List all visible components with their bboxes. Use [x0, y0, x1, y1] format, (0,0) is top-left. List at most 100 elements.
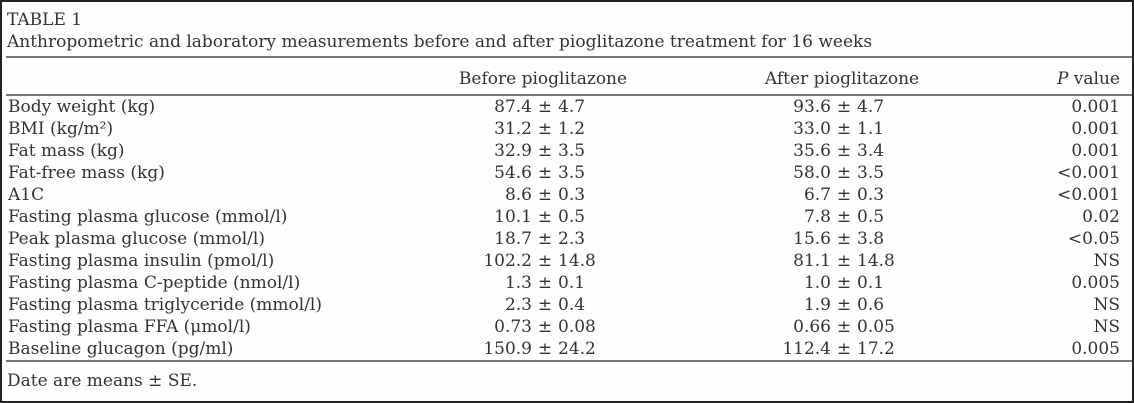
before-mean: 32.9	[494, 141, 532, 161]
row-label: Fasting plasma insulin (pmol/l)	[8, 251, 275, 271]
p-value: 0.005	[1071, 273, 1120, 293]
p-value: 0.02	[1082, 207, 1120, 227]
before-value: 1.3 ±0.1	[398, 272, 688, 294]
after-se: 0.6	[857, 295, 885, 315]
before-mean: 87.4	[494, 97, 532, 117]
row-label: Baseline glucagon (pg/ml)	[8, 339, 234, 359]
after-value: 7.8 ±0.5	[688, 206, 996, 228]
table-row: Fasting plasma triglyceride (mmol/l) 2.3…	[6, 294, 1132, 316]
plus-minus-symbol: ±	[836, 273, 852, 293]
p-value: 0.001	[1071, 119, 1120, 139]
plus-minus-symbol: ±	[836, 119, 852, 139]
before-value: 32.9 ±3.5	[398, 140, 688, 162]
row-label: Fasting plasma FFA (μmol/l)	[8, 317, 251, 337]
before-se: 1.2	[558, 119, 586, 139]
after-value: 81.1 ±14.8	[688, 250, 996, 272]
after-value: 15.6 ±3.8	[688, 228, 996, 250]
before-mean: 2.3	[504, 295, 532, 315]
plus-minus-symbol: ±	[537, 273, 553, 293]
plus-minus-symbol: ±	[836, 163, 852, 183]
after-mean: 1.0	[803, 273, 831, 293]
before-se: 3.5	[558, 141, 586, 161]
table-number: TABLE 1	[7, 10, 83, 30]
table-row: A1C 8.6 ±0.3 6.7 ±0.3 <0.001	[6, 184, 1132, 206]
table-row: BMI (kg/m²) 31.2 ±1.2 33.0 ±1.1 0.001	[6, 118, 1132, 140]
plus-minus-symbol: ±	[537, 251, 553, 271]
table-row: Baseline glucagon (pg/ml) 150.9 ±24.2 112…	[6, 338, 1132, 361]
plus-minus-symbol: ±	[537, 207, 553, 227]
p-value: <0.001	[1057, 163, 1120, 183]
plus-minus-symbol: ±	[537, 339, 553, 359]
row-label: Fat-free mass (kg)	[8, 163, 165, 183]
before-se: 0.4	[558, 295, 586, 315]
plus-minus-symbol: ±	[537, 163, 553, 183]
after-se: 3.4	[857, 141, 885, 161]
table-title: Anthropometric and laboratory measuremen…	[7, 32, 873, 52]
table-header: Before pioglitazone After pioglitazone P…	[6, 57, 1132, 96]
after-value: 58.0 ±3.5	[688, 162, 996, 184]
p-value: 0.005	[1071, 339, 1120, 359]
after-mean: 7.8	[803, 207, 831, 227]
after-value: 112.4 ±17.2	[688, 338, 996, 361]
plus-minus-symbol: ±	[836, 229, 852, 249]
before-se: 14.8	[558, 251, 596, 271]
table-row: Fasting plasma insulin (pmol/l) 102.2 ±14…	[6, 250, 1132, 272]
after-column-header: After pioglitazone	[688, 57, 996, 96]
table-row: Peak plasma glucose (mmol/l) 18.7 ±2.3 15…	[6, 228, 1132, 250]
row-label: Body weight (kg)	[8, 97, 156, 117]
before-se: 0.1	[558, 273, 586, 293]
measurements-table: Before pioglitazone After pioglitazone P…	[6, 56, 1132, 362]
p-value: 0.001	[1071, 141, 1120, 161]
before-se: 4.7	[558, 97, 586, 117]
row-label: Peak plasma glucose (mmol/l)	[8, 229, 265, 249]
plus-minus-symbol: ±	[537, 97, 553, 117]
table-row: Fasting plasma C-peptide (nmol/l) 1.3 ±0.…	[6, 272, 1132, 294]
p-value: 0.001	[1071, 97, 1120, 117]
after-mean: 1.9	[803, 295, 831, 315]
after-mean: 58.0	[793, 163, 831, 183]
plus-minus-symbol: ±	[836, 317, 852, 337]
row-label: Fat mass (kg)	[8, 141, 125, 161]
plus-minus-symbol: ±	[836, 97, 852, 117]
before-value: 10.1 ±0.5	[398, 206, 688, 228]
after-value: 1.9 ±0.6	[688, 294, 996, 316]
after-value: 6.7 ±0.3	[688, 184, 996, 206]
after-value: 0.66 ±0.05	[688, 316, 996, 338]
after-value: 35.6 ±3.4	[688, 140, 996, 162]
before-mean: 8.6	[504, 185, 532, 205]
plus-minus-symbol: ±	[537, 141, 553, 161]
table-row: Fat mass (kg) 32.9 ±3.5 35.6 ±3.4 0.001	[6, 140, 1132, 162]
table-row: Fat-free mass (kg) 54.6 ±3.5 58.0 ±3.5 <0.…	[6, 162, 1132, 184]
table-caption: TABLE 1 Anthropometric and laboratory me…	[2, 2, 1132, 53]
before-mean: 102.2	[483, 251, 532, 271]
before-se: 0.08	[558, 317, 596, 337]
after-mean: 81.1	[793, 251, 831, 271]
plus-minus-symbol: ±	[836, 141, 852, 161]
before-se: 0.3	[558, 185, 586, 205]
table-row: Body weight (kg) 87.4 ±4.7 93.6 ±4.7 0.001	[6, 95, 1132, 118]
table-body: Body weight (kg) 87.4 ±4.7 93.6 ±4.7 0.001…	[6, 95, 1132, 361]
after-mean: 35.6	[793, 141, 831, 161]
before-mean: 0.73	[494, 317, 532, 337]
plus-minus-symbol: ±	[836, 295, 852, 315]
before-value: 102.2 ±14.8	[398, 250, 688, 272]
plus-minus-symbol: ±	[537, 229, 553, 249]
before-value: 87.4 ±4.7	[398, 95, 688, 118]
after-value: 93.6 ±4.7	[688, 95, 996, 118]
p-value: <0.05	[1067, 229, 1120, 249]
row-label: Fasting plasma C-peptide (nmol/l)	[8, 273, 301, 293]
before-value: 18.7 ±2.3	[398, 228, 688, 250]
after-se: 17.2	[857, 339, 895, 359]
after-se: 1.1	[857, 119, 885, 139]
after-mean: 112.4	[782, 339, 831, 359]
after-se: 3.8	[857, 229, 885, 249]
before-value: 150.9 ±24.2	[398, 338, 688, 361]
before-mean: 18.7	[494, 229, 532, 249]
p-header-label: value	[1068, 69, 1120, 89]
before-se: 2.3	[558, 229, 586, 249]
p-value: <0.001	[1057, 185, 1120, 205]
plus-minus-symbol: ±	[836, 207, 852, 227]
before-value: 31.2 ±1.2	[398, 118, 688, 140]
before-value: 54.6 ±3.5	[398, 162, 688, 184]
